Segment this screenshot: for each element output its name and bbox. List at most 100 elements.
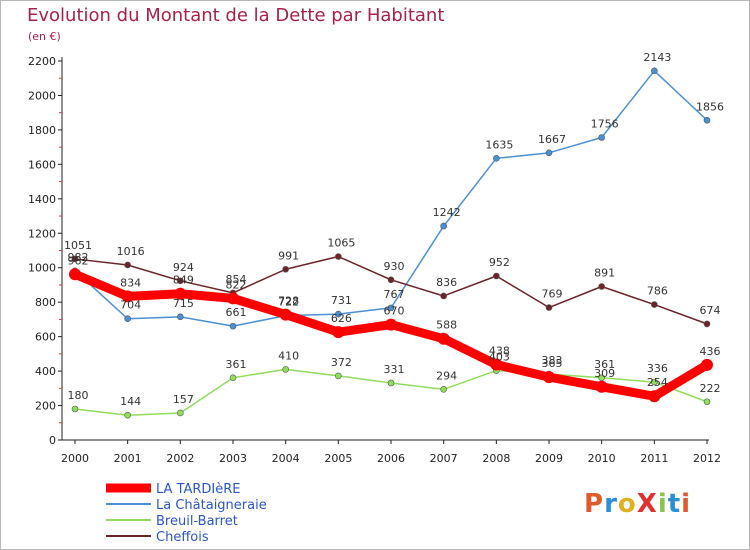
x-tick-label: 2006 bbox=[377, 452, 405, 465]
data-label-breuil-barret: 383 bbox=[542, 354, 563, 367]
data-point-breuil-barret bbox=[124, 411, 131, 419]
y-tick-label: 1600 bbox=[28, 158, 56, 171]
data-label-la-tardiere: 438 bbox=[489, 345, 510, 358]
data-point-la-tardiere bbox=[595, 380, 608, 393]
chart-title: Evolution du Montant de la Dette par Hab… bbox=[27, 5, 445, 26]
data-point-breuil-barret bbox=[177, 409, 184, 417]
data-label-cheffois: 991 bbox=[278, 249, 299, 262]
data-label-cheffois: 930 bbox=[384, 260, 405, 273]
data-point-la-tardiere bbox=[121, 290, 134, 303]
data-label-la-tardiere: 822 bbox=[226, 278, 247, 291]
data-label-la-chataigneraie: 2143 bbox=[643, 51, 671, 64]
data-point-breuil-barret bbox=[335, 372, 342, 380]
data-label-la-chataigneraie: 767 bbox=[384, 288, 405, 301]
data-point-la-tardiere bbox=[648, 390, 661, 403]
x-tick-label: 2007 bbox=[430, 452, 458, 465]
y-tick-label: 0 bbox=[49, 434, 56, 447]
data-label-breuil-barret: 403 bbox=[489, 351, 510, 364]
data-label-la-chataigneraie: 982 bbox=[68, 251, 89, 264]
data-point-la-tardiere bbox=[332, 326, 345, 339]
data-label-la-tardiere: 365 bbox=[542, 357, 563, 370]
data-label-breuil-barret: 372 bbox=[331, 356, 352, 369]
data-point-la-tardiere bbox=[174, 287, 187, 300]
data-label-la-tardiere: 728 bbox=[278, 295, 299, 308]
data-point-la-tardiere bbox=[227, 292, 239, 305]
data-label-cheffois: 1051 bbox=[64, 239, 92, 252]
y-tick-label: 200 bbox=[35, 400, 56, 413]
proxiti-logo: ProXiti bbox=[584, 489, 691, 519]
data-point-cheffois bbox=[440, 292, 447, 300]
y-tick-label: 800 bbox=[35, 296, 56, 309]
data-point-la-chataigneraie bbox=[545, 149, 553, 157]
data-label-cheffois: 836 bbox=[436, 276, 457, 289]
data-label-la-tardiere: 588 bbox=[436, 319, 457, 332]
data-point-cheffois bbox=[493, 272, 500, 280]
x-tick-label: 2005 bbox=[324, 452, 352, 465]
data-point-breuil-barret bbox=[703, 398, 711, 406]
data-point-la-tardiere bbox=[279, 308, 292, 321]
data-point-breuil-barret bbox=[282, 366, 289, 373]
data-label-breuil-barret: 222 bbox=[700, 382, 721, 395]
data-point-cheffois bbox=[703, 320, 711, 328]
data-label-cheffois: 854 bbox=[226, 273, 247, 286]
data-label-breuil-barret: 410 bbox=[278, 349, 299, 362]
data-point-cheffois bbox=[387, 276, 395, 284]
logo-letter: r bbox=[604, 489, 618, 519]
data-point-la-chataigneraie bbox=[177, 313, 184, 321]
unit-label: (en €) bbox=[28, 30, 61, 43]
y-tick-label: 600 bbox=[35, 331, 56, 344]
x-tick-label: 2002 bbox=[166, 452, 194, 465]
data-label-la-tardiere: 962 bbox=[68, 254, 89, 267]
x-tick-label: 2003 bbox=[219, 452, 247, 465]
data-point-la-chataigneraie bbox=[493, 155, 500, 162]
data-label-cheffois: 1065 bbox=[327, 237, 355, 250]
logo-letter: t bbox=[667, 489, 682, 519]
x-tick-label: 2001 bbox=[114, 452, 142, 465]
data-label-breuil-barret: 144 bbox=[120, 395, 141, 408]
y-tick-label: 400 bbox=[35, 365, 56, 378]
data-point-la-chataigneraie bbox=[651, 67, 658, 75]
data-label-cheffois: 674 bbox=[700, 304, 721, 317]
data-label-cheffois: 769 bbox=[542, 288, 563, 301]
data-label-breuil-barret: 361 bbox=[594, 358, 615, 371]
data-label-la-chataigneraie: 1635 bbox=[485, 138, 513, 151]
y-tick-label: 1200 bbox=[28, 227, 56, 240]
data-point-cheffois bbox=[598, 283, 605, 290]
data-point-breuil-barret bbox=[71, 405, 79, 413]
data-point-la-tardiere bbox=[69, 268, 81, 281]
data-label-la-chataigneraie: 1856 bbox=[696, 100, 724, 113]
logo-letter: P bbox=[584, 489, 605, 519]
data-label-la-chataigneraie: 1242 bbox=[433, 206, 461, 219]
data-point-cheffois bbox=[651, 301, 658, 308]
data-label-la-chataigneraie: 722 bbox=[278, 296, 299, 309]
logo-letter: i bbox=[657, 489, 668, 519]
x-tick-label: 2008 bbox=[482, 452, 510, 465]
x-tick-label: 2012 bbox=[693, 452, 721, 465]
data-point-la-tardiere bbox=[490, 358, 503, 371]
logo-letter: X bbox=[636, 489, 658, 519]
data-label-la-tardiere: 670 bbox=[384, 305, 405, 318]
data-label-breuil-barret: 361 bbox=[226, 358, 247, 371]
data-label-breuil-barret: 336 bbox=[647, 362, 668, 375]
legend-label: Breuil-Barret bbox=[156, 514, 238, 529]
data-point-breuil-barret bbox=[651, 378, 658, 386]
y-tick-label: 1800 bbox=[28, 124, 56, 137]
data-label-breuil-barret: 331 bbox=[384, 363, 405, 376]
y-tick-label: 1400 bbox=[28, 193, 56, 206]
data-point-la-tardiere bbox=[437, 332, 450, 345]
data-point-la-chataigneraie bbox=[440, 222, 447, 230]
data-label-la-chataigneraie: 704 bbox=[120, 299, 141, 312]
data-point-cheffois bbox=[124, 261, 131, 269]
x-tick-label: 2004 bbox=[272, 452, 300, 465]
data-label-la-tardiere: 849 bbox=[173, 274, 194, 287]
data-point-la-chataigneraie bbox=[387, 304, 395, 312]
logo-letter: o bbox=[617, 489, 637, 519]
legend-label: Cheffois bbox=[156, 530, 209, 545]
data-point-la-chataigneraie bbox=[124, 315, 131, 323]
data-point-la-tardiere bbox=[543, 371, 555, 384]
data-point-cheffois bbox=[71, 255, 79, 263]
data-point-la-chataigneraie bbox=[598, 134, 605, 141]
data-label-cheffois: 891 bbox=[594, 267, 615, 280]
data-point-cheffois bbox=[282, 265, 289, 273]
data-point-la-tardiere bbox=[701, 358, 713, 371]
